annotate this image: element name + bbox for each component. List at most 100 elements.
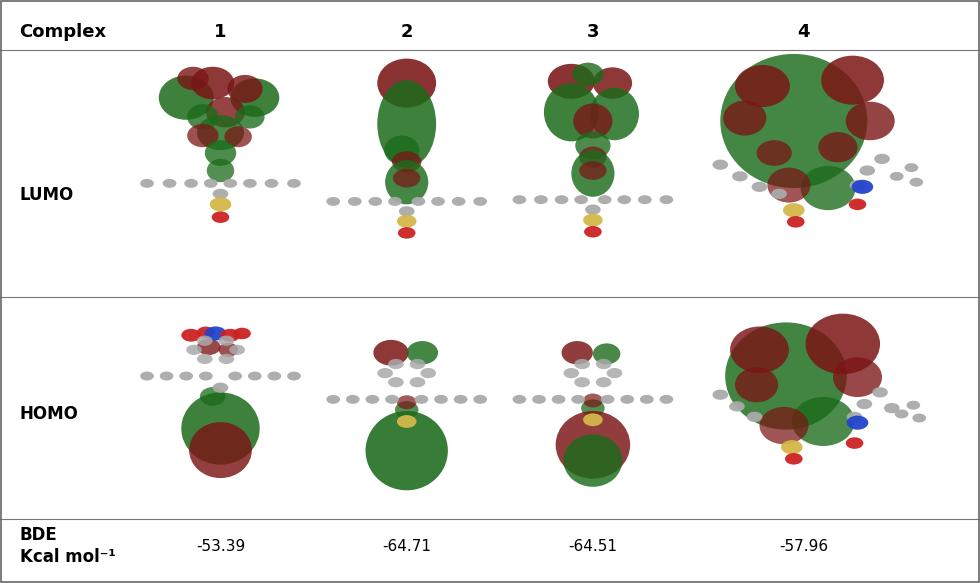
- Ellipse shape: [593, 68, 632, 99]
- Ellipse shape: [207, 159, 234, 182]
- Ellipse shape: [163, 179, 176, 188]
- Ellipse shape: [200, 387, 225, 406]
- Ellipse shape: [579, 146, 607, 168]
- Ellipse shape: [712, 389, 728, 400]
- Text: 3: 3: [587, 23, 599, 41]
- Ellipse shape: [564, 368, 579, 378]
- Ellipse shape: [905, 163, 918, 172]
- Ellipse shape: [818, 132, 858, 162]
- Ellipse shape: [212, 212, 229, 223]
- Ellipse shape: [373, 340, 409, 366]
- Ellipse shape: [206, 97, 245, 128]
- Ellipse shape: [268, 371, 281, 381]
- Ellipse shape: [532, 395, 546, 404]
- Ellipse shape: [874, 154, 890, 164]
- Ellipse shape: [544, 83, 599, 142]
- Text: -64.71: -64.71: [382, 539, 431, 554]
- Ellipse shape: [197, 336, 213, 346]
- Ellipse shape: [725, 322, 847, 430]
- Ellipse shape: [377, 368, 393, 378]
- Ellipse shape: [534, 195, 548, 204]
- Ellipse shape: [368, 197, 382, 206]
- Ellipse shape: [398, 227, 416, 238]
- Ellipse shape: [229, 345, 245, 355]
- Ellipse shape: [179, 371, 193, 381]
- Ellipse shape: [906, 401, 920, 410]
- Ellipse shape: [243, 179, 257, 188]
- Text: 1: 1: [215, 23, 226, 41]
- Ellipse shape: [197, 354, 213, 364]
- Ellipse shape: [366, 395, 379, 404]
- Ellipse shape: [583, 213, 603, 226]
- Ellipse shape: [410, 377, 425, 387]
- Ellipse shape: [199, 371, 213, 381]
- Ellipse shape: [847, 416, 868, 430]
- Ellipse shape: [395, 401, 418, 419]
- Ellipse shape: [598, 195, 612, 204]
- Ellipse shape: [228, 371, 242, 381]
- Ellipse shape: [729, 401, 745, 412]
- Ellipse shape: [596, 359, 612, 369]
- Ellipse shape: [197, 326, 215, 338]
- Ellipse shape: [552, 395, 565, 404]
- Ellipse shape: [287, 179, 301, 188]
- Ellipse shape: [660, 195, 673, 204]
- Ellipse shape: [348, 197, 362, 206]
- Ellipse shape: [224, 126, 252, 147]
- Ellipse shape: [760, 407, 808, 444]
- Ellipse shape: [806, 314, 880, 374]
- Ellipse shape: [895, 409, 908, 419]
- Ellipse shape: [191, 67, 234, 99]
- Ellipse shape: [210, 197, 231, 212]
- Ellipse shape: [431, 197, 445, 206]
- Ellipse shape: [377, 59, 436, 107]
- Text: Complex: Complex: [20, 23, 107, 41]
- Ellipse shape: [205, 140, 236, 166]
- Ellipse shape: [781, 440, 803, 454]
- Ellipse shape: [660, 395, 673, 404]
- Ellipse shape: [847, 412, 862, 422]
- Ellipse shape: [583, 413, 603, 426]
- Ellipse shape: [787, 216, 805, 227]
- Ellipse shape: [548, 64, 595, 99]
- Ellipse shape: [785, 453, 803, 465]
- Ellipse shape: [412, 197, 425, 206]
- Ellipse shape: [181, 392, 260, 465]
- Ellipse shape: [385, 160, 428, 205]
- Ellipse shape: [846, 102, 895, 141]
- Ellipse shape: [747, 412, 762, 422]
- Ellipse shape: [846, 437, 863, 449]
- Ellipse shape: [513, 195, 526, 204]
- Ellipse shape: [189, 422, 252, 478]
- Ellipse shape: [574, 377, 590, 387]
- Ellipse shape: [473, 197, 487, 206]
- Ellipse shape: [579, 161, 607, 180]
- Ellipse shape: [593, 343, 620, 364]
- Ellipse shape: [326, 395, 340, 404]
- Ellipse shape: [397, 395, 416, 409]
- Ellipse shape: [223, 179, 237, 188]
- Ellipse shape: [574, 359, 590, 369]
- Ellipse shape: [346, 395, 360, 404]
- Ellipse shape: [574, 195, 588, 204]
- Ellipse shape: [227, 75, 263, 103]
- Ellipse shape: [821, 55, 884, 104]
- Ellipse shape: [884, 403, 900, 413]
- Ellipse shape: [562, 341, 593, 364]
- Ellipse shape: [397, 415, 416, 428]
- Ellipse shape: [219, 343, 238, 357]
- Ellipse shape: [407, 341, 438, 364]
- Ellipse shape: [801, 166, 856, 210]
- Ellipse shape: [735, 367, 778, 402]
- Ellipse shape: [366, 411, 448, 490]
- Ellipse shape: [555, 195, 568, 204]
- Ellipse shape: [596, 377, 612, 387]
- Ellipse shape: [220, 329, 240, 342]
- Ellipse shape: [388, 377, 404, 387]
- Text: HOMO: HOMO: [20, 405, 78, 423]
- Ellipse shape: [857, 399, 872, 409]
- Text: 4: 4: [798, 23, 809, 41]
- Ellipse shape: [572, 63, 604, 86]
- Ellipse shape: [723, 100, 766, 136]
- Ellipse shape: [732, 171, 748, 181]
